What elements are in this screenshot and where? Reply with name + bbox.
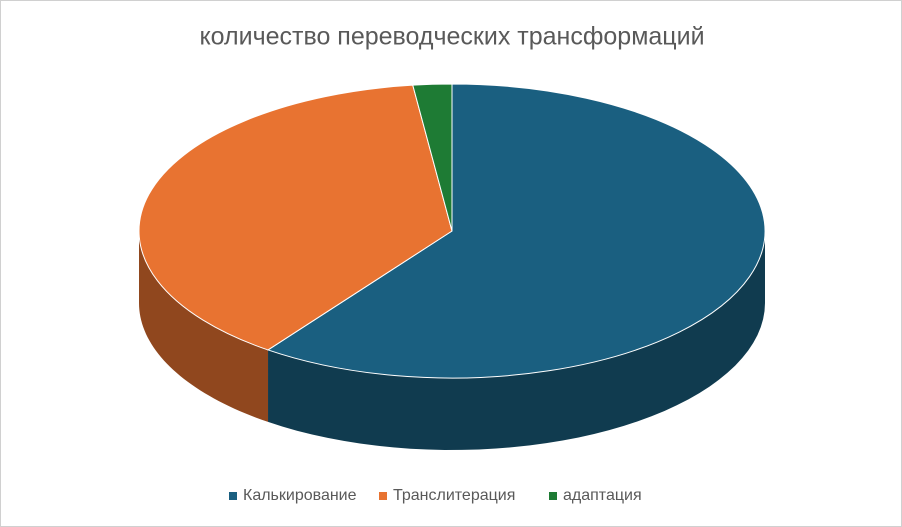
legend-label: адаптация: [563, 487, 642, 504]
legend-label: Калькирование: [243, 487, 357, 504]
chart-title: количество переводческих трансформаций: [199, 23, 704, 51]
legend-marker: [229, 492, 237, 500]
slice-side: [268, 231, 765, 450]
slice: [266, 83, 766, 379]
legend-marker: [549, 492, 557, 500]
slice: [138, 84, 453, 351]
slice: [412, 83, 453, 232]
legend-marker: [379, 492, 387, 500]
legend: Калькирование Транслитерация адаптация: [229, 487, 642, 504]
pie: [138, 83, 766, 450]
slice-side: [139, 231, 269, 422]
legend-label: Транслитерация: [393, 487, 515, 504]
